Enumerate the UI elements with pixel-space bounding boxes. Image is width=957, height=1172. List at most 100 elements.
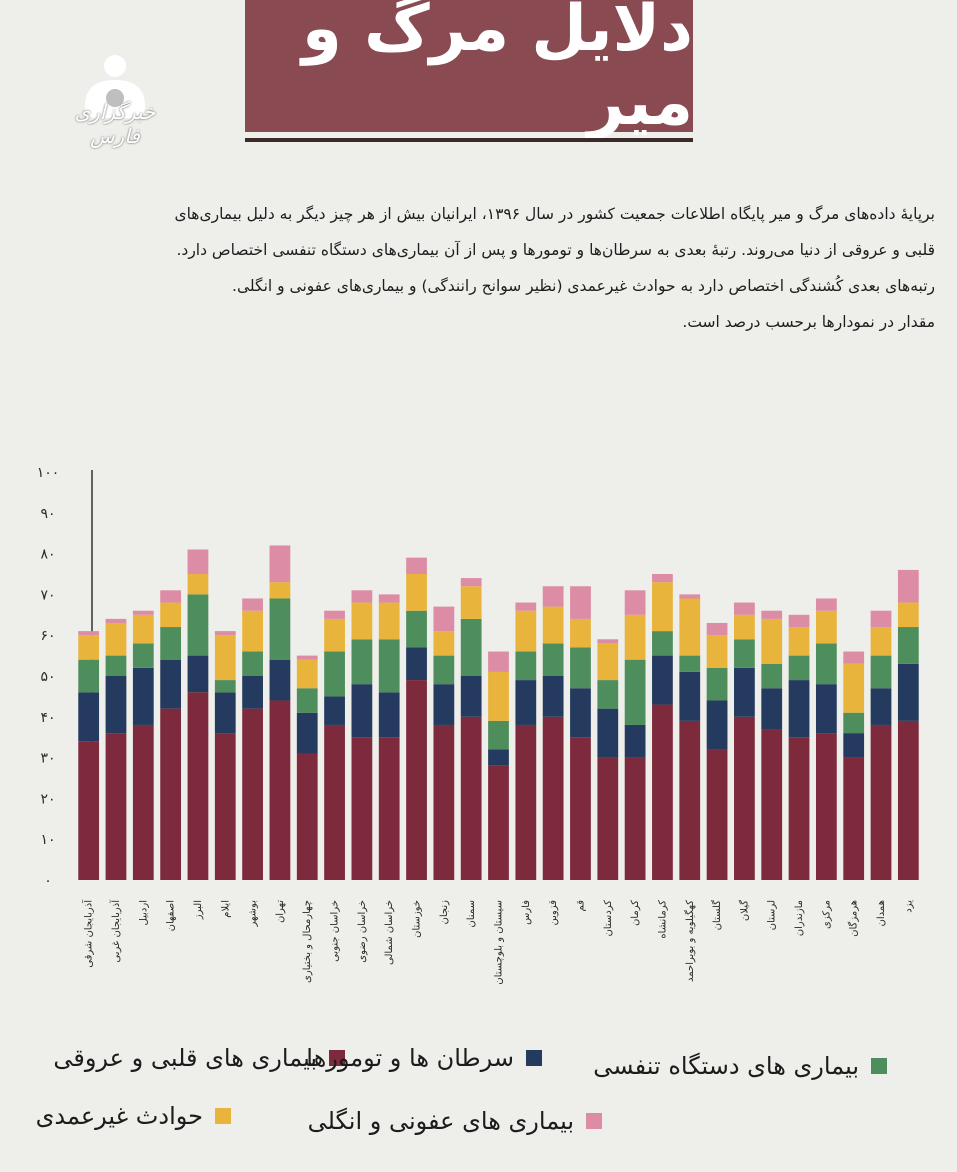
bar-segment-cardio [870,724,892,880]
bar-segment-cancer [378,692,400,738]
bar-segment-cancer [214,692,236,734]
bar-segment-infectious [843,651,865,664]
bar-segment-cancer [433,684,455,725]
bar-segment-respiratory [214,680,236,693]
y-tick-label: ۸۰ [40,547,55,563]
bar-segment-cardio [734,716,755,880]
bar-segment-accidents [187,574,209,595]
bar-segment-cardio [624,757,646,880]
bar-segment-infectious [761,610,783,619]
x-tick-label: لرستان [767,900,778,930]
y-tick-label: ۲۰ [40,791,55,807]
x-tick-label: البرز [193,900,204,920]
bar-segment-infectious [460,578,482,587]
bar-segment-respiratory [679,655,701,672]
bar-segment-respiratory [542,643,564,676]
bar-segment-accidents [488,671,509,721]
y-tick-label: ۶۰ [40,628,55,644]
bar-segment-infectious [78,631,100,636]
bar-segment-cancer [460,676,482,717]
bar-segment-cancer [542,676,564,717]
x-tick-label: آذربایجان غربی [109,899,122,963]
bar-segment-accidents [624,614,646,660]
intro-line: مقدار در نمودارها برحسب درصد است. [682,313,935,331]
bar-segment-cancer [488,749,509,766]
bar-segment-infectious [160,590,182,603]
bar-segment-cardio [242,708,263,880]
bar-segment-accidents [542,606,564,644]
bar-segment-accidents [406,574,427,611]
bar-segment-respiratory [378,639,400,693]
bar-segment-accidents [652,582,673,632]
bar-segment-respiratory [897,627,919,664]
x-tick-label: قزوین [548,900,559,926]
bar-segment-respiratory [324,651,345,697]
bar-segment-respiratory [570,647,591,689]
x-tick-label: خراسان جنوبی [330,900,341,962]
bar-segment-accidents [433,631,455,656]
bar-segment-cancer [269,659,291,701]
bar-segment-infectious [242,598,263,611]
x-tick-label: آذربایجان شرقی [82,899,95,968]
bar-segment-respiratory [351,639,373,685]
bar-segment-respiratory [788,655,810,681]
bar-segment-infectious [788,614,810,628]
fars-logo-icon [85,55,145,118]
bar-segment-respiratory [187,594,209,656]
x-tick-label: خراسان شمالی [384,900,395,965]
bar-segment-infectious [897,569,919,603]
y-tick-label: ۷۰ [40,587,55,603]
bar-segment-cardio [679,720,701,880]
bar-segment-accidents [324,618,345,652]
bar-segment-accidents [570,618,591,648]
bar-segment-infectious [570,586,591,619]
bar-segment-cancer [296,712,318,754]
y-tick-label: ۹۰ [40,506,55,522]
y-tick-label: ۱۰ [40,832,55,848]
bar-segment-respiratory [296,688,318,713]
bar-segment-cancer [624,724,646,758]
bar-segment-accidents [815,610,837,644]
legend-item-cardio: بیماری های قلبی و عروقی [53,1044,345,1072]
legend-swatch [526,1050,542,1066]
bar-segment-respiratory [160,627,182,660]
x-tick-label: تهران [275,900,286,923]
bar-segment-cancer [406,647,427,681]
bar-segment-cancer [242,676,263,709]
bar-segment-respiratory [78,659,100,693]
legend-item-respiratory: بیماری های دستگاه تنفسی [593,1052,887,1080]
legend-swatch [329,1050,345,1066]
bar-segment-infectious [488,651,509,672]
bar-segment-respiratory [242,651,263,676]
bar-segment-respiratory [734,639,755,668]
x-tick-label: کرمانشاه [657,900,668,939]
legend-label: بیماری های عفونی و انگلی [307,1107,574,1135]
bar-segment-accidents [679,598,701,656]
bar-segment-cancer [160,659,182,709]
x-tick-label: ایلام [220,900,231,918]
bar-segment-cardio [843,757,865,880]
y-tick-label: ۵۰ [40,669,55,685]
bar-segment-infectious [132,610,154,615]
bar-segment-respiratory [515,651,537,681]
bar-segment-cardio [706,749,728,880]
bar-segment-respiratory [132,643,154,668]
bar-segment-accidents [788,627,810,656]
legend-label: سرطان ها و تومورها [306,1044,514,1072]
bar-segment-cancer [351,684,373,738]
bar-segment-accidents [105,622,127,656]
bar-segment-cardio [542,716,564,880]
y-tick-label: ۳۰ [40,751,55,767]
bar-segment-infectious [324,610,345,619]
bar-segment-accidents [214,635,236,681]
bar-segment-accidents [78,635,100,660]
bar-segment-cancer [843,733,865,758]
bar-segment-cancer [570,688,591,738]
bar-segment-cardio [132,724,154,880]
x-tick-label: سیستان و بلوچستان [494,900,505,985]
bar-segment-cardio [214,733,236,880]
bar-segment-infectious [296,655,318,660]
bar-segment-infectious [187,549,209,574]
legend-item-cancer: سرطان ها و تومورها [306,1044,542,1072]
bar-segment-cancer [132,667,154,725]
